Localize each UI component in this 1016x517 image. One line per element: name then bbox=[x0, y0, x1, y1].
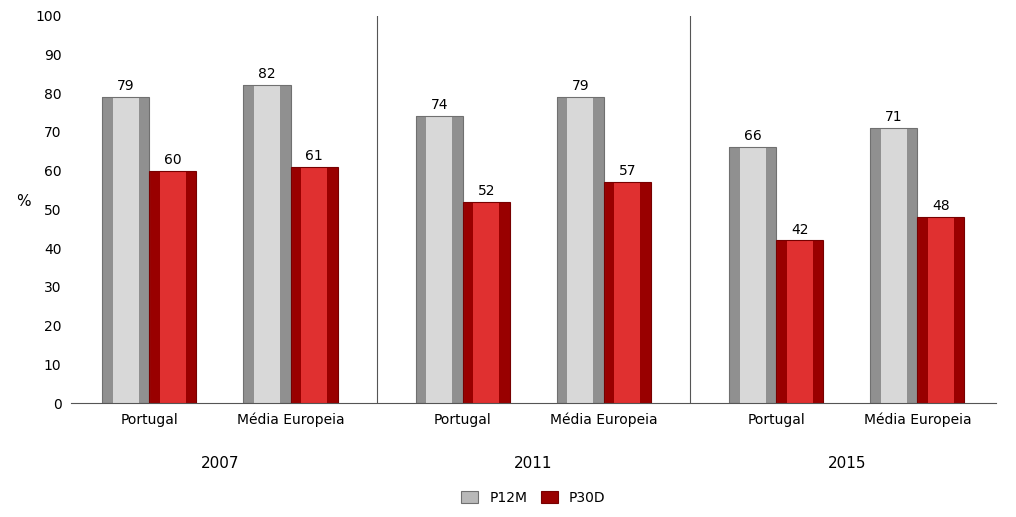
Bar bbox=[786, 240, 813, 403]
Bar bbox=[729, 147, 776, 403]
Bar bbox=[301, 166, 327, 403]
Bar bbox=[557, 97, 604, 403]
Text: 2011: 2011 bbox=[514, 456, 553, 471]
Bar bbox=[871, 128, 917, 403]
Bar bbox=[729, 147, 776, 403]
Bar bbox=[103, 97, 149, 403]
Bar bbox=[416, 116, 463, 403]
Bar bbox=[615, 183, 640, 403]
Bar bbox=[291, 166, 337, 403]
Y-axis label: %: % bbox=[16, 194, 31, 209]
Text: 71: 71 bbox=[885, 110, 902, 124]
Bar bbox=[928, 217, 954, 403]
Bar bbox=[463, 202, 510, 403]
Bar bbox=[740, 147, 766, 403]
Bar bbox=[604, 183, 651, 403]
Text: 60: 60 bbox=[165, 153, 182, 166]
Bar bbox=[244, 85, 291, 403]
Text: 66: 66 bbox=[744, 129, 762, 143]
Text: 2007: 2007 bbox=[201, 456, 239, 471]
Text: 79: 79 bbox=[572, 79, 589, 93]
Text: 52: 52 bbox=[478, 184, 495, 198]
Bar bbox=[254, 85, 280, 403]
Text: 82: 82 bbox=[258, 67, 275, 81]
Bar bbox=[291, 166, 337, 403]
Text: 74: 74 bbox=[431, 98, 448, 113]
Bar bbox=[917, 217, 964, 403]
Bar bbox=[416, 116, 463, 403]
Text: 79: 79 bbox=[117, 79, 135, 93]
Bar bbox=[473, 202, 499, 403]
Bar bbox=[149, 171, 196, 403]
Bar bbox=[871, 128, 917, 403]
Bar bbox=[149, 171, 196, 403]
Text: 57: 57 bbox=[619, 164, 636, 178]
Bar bbox=[427, 116, 452, 403]
Bar bbox=[917, 217, 964, 403]
Bar bbox=[463, 202, 510, 403]
Text: 42: 42 bbox=[791, 222, 809, 237]
Bar bbox=[568, 97, 593, 403]
Bar bbox=[776, 240, 823, 403]
Bar bbox=[113, 97, 139, 403]
Bar bbox=[881, 128, 906, 403]
Bar bbox=[776, 240, 823, 403]
Legend: P12M, P30D: P12M, P30D bbox=[461, 491, 606, 505]
Bar bbox=[103, 97, 149, 403]
Text: 2015: 2015 bbox=[828, 456, 866, 471]
Bar bbox=[244, 85, 291, 403]
Bar bbox=[604, 183, 651, 403]
Text: 48: 48 bbox=[932, 199, 950, 214]
Text: 61: 61 bbox=[305, 149, 323, 163]
Bar bbox=[557, 97, 604, 403]
Bar bbox=[161, 171, 186, 403]
